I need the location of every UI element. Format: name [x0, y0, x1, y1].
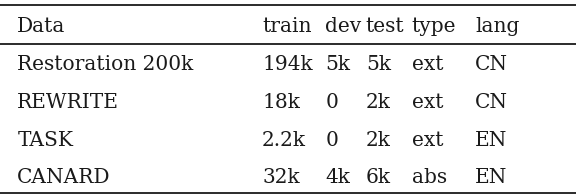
- Text: ext: ext: [412, 93, 444, 112]
- Text: ext: ext: [412, 55, 444, 74]
- Text: train: train: [262, 17, 312, 36]
- Text: Restoration 200k: Restoration 200k: [17, 55, 194, 74]
- Text: 4k: 4k: [325, 168, 350, 187]
- Text: EN: EN: [475, 131, 507, 150]
- Text: 2k: 2k: [366, 131, 391, 150]
- Text: 5k: 5k: [366, 55, 391, 74]
- Text: 2k: 2k: [366, 93, 391, 112]
- Text: ext: ext: [412, 131, 444, 150]
- Text: 0: 0: [325, 131, 338, 150]
- Text: CN: CN: [475, 93, 508, 112]
- Text: abs: abs: [412, 168, 447, 187]
- Text: dev: dev: [325, 17, 362, 36]
- Text: 5k: 5k: [325, 55, 350, 74]
- Text: 6k: 6k: [366, 168, 391, 187]
- Text: test: test: [366, 17, 404, 36]
- Text: 0: 0: [325, 93, 338, 112]
- Text: Data: Data: [17, 17, 66, 36]
- Text: TASK: TASK: [17, 131, 73, 150]
- Text: 18k: 18k: [262, 93, 300, 112]
- Text: EN: EN: [475, 168, 507, 187]
- Text: lang: lang: [475, 17, 520, 36]
- Text: 194k: 194k: [262, 55, 313, 74]
- Text: 2.2k: 2.2k: [262, 131, 306, 150]
- Text: type: type: [412, 17, 456, 36]
- Text: CANARD: CANARD: [17, 168, 111, 187]
- Text: 32k: 32k: [262, 168, 300, 187]
- Text: CN: CN: [475, 55, 508, 74]
- Text: REWRITE: REWRITE: [17, 93, 119, 112]
